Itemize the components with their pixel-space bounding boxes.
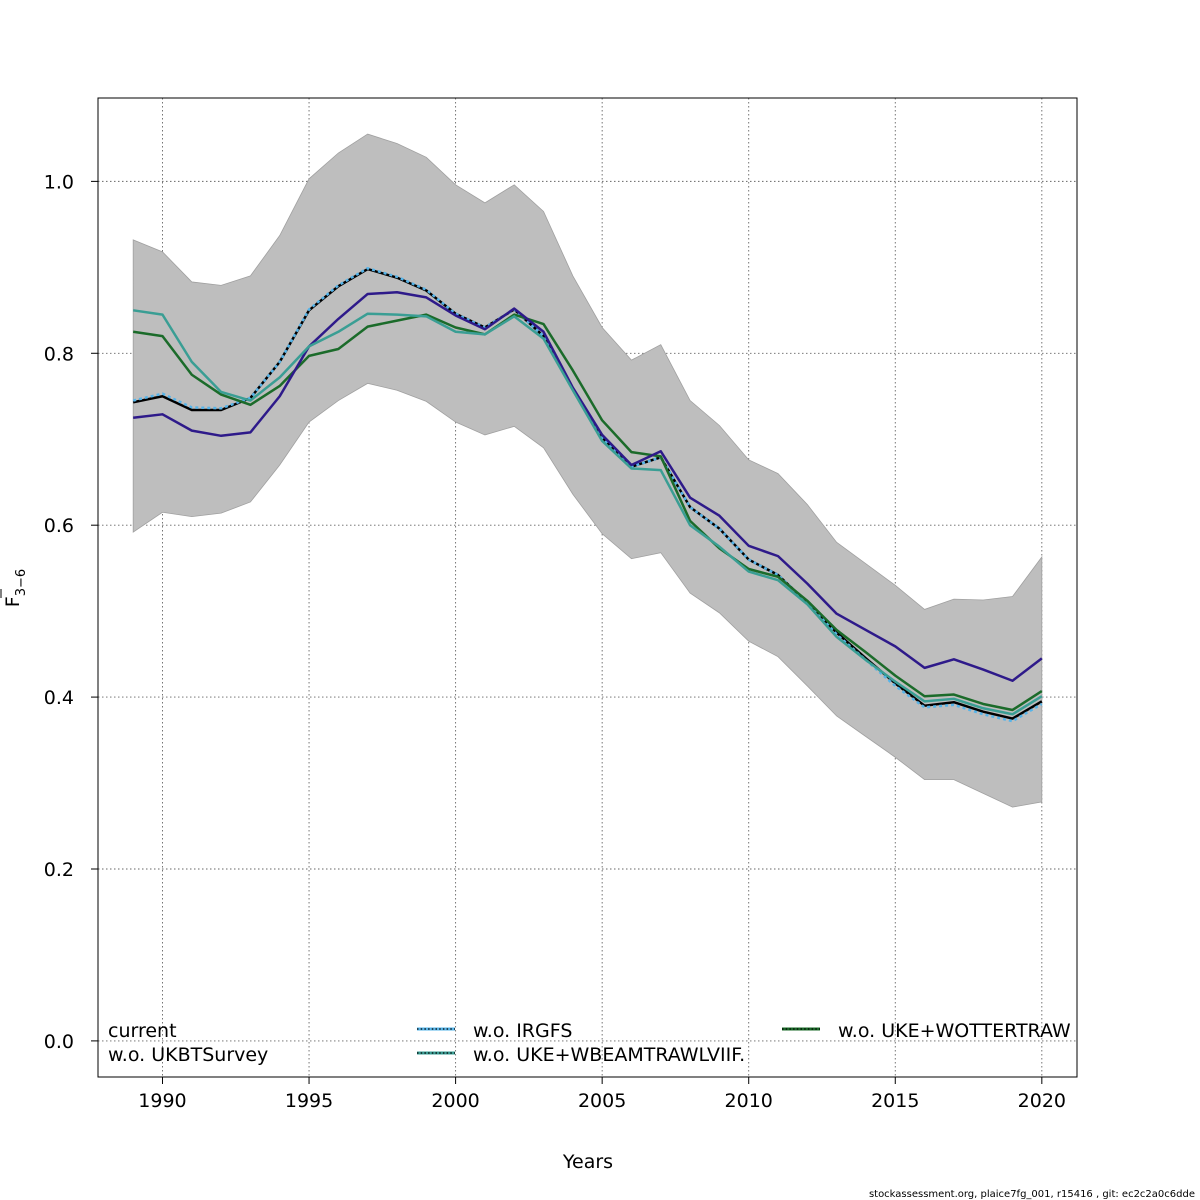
svg-text:F3−6: F3−6 xyxy=(2,569,29,607)
y-axis: 0.0 0.2 0.4 0.6 0.8 1.0 xyxy=(44,171,98,1053)
footer-credit: stockassessment.org, plaice7fg_001, r154… xyxy=(869,1189,1195,1200)
y-axis-title-sub: 3−6 xyxy=(14,569,29,596)
x-tick-label: 2005 xyxy=(578,1090,626,1112)
grid xyxy=(98,98,1077,1077)
y-tick-label: 1.0 xyxy=(44,171,74,193)
y-axis-title: F3−6 xyxy=(0,569,29,607)
x-tick-label: 2010 xyxy=(725,1090,773,1112)
legend-label: w.o. IRGFS xyxy=(473,1020,572,1042)
x-tick-label: 2015 xyxy=(871,1090,919,1112)
x-tick-label: 1990 xyxy=(138,1090,186,1112)
x-tick-label: 1995 xyxy=(285,1090,333,1112)
x-tick-label: 2000 xyxy=(431,1090,479,1112)
plot-frame xyxy=(97,97,1078,1078)
legend-label: w.o. UKBTSurvey xyxy=(108,1044,268,1066)
y-tick-label: 0.4 xyxy=(44,687,74,709)
x-tick-label: 2020 xyxy=(1018,1090,1066,1112)
legend-label: w.o. UKE+WOTTERTRAW xyxy=(838,1020,1071,1042)
confidence-band-layer xyxy=(132,133,1043,808)
series-line-1 xyxy=(132,266,1043,723)
x-axis: 1990 1995 2000 2005 2010 2015 2020 xyxy=(138,1077,1066,1112)
y-axis-title-main: F xyxy=(2,596,24,607)
y-tick-label: 0.6 xyxy=(44,515,74,537)
y-tick-label: 0.2 xyxy=(44,859,74,881)
series-line-2 xyxy=(132,313,1043,712)
series-line-4 xyxy=(132,309,1043,716)
x-axis-title: Years xyxy=(562,1151,613,1173)
y-tick-label: 0.8 xyxy=(44,343,74,365)
legend-label: current xyxy=(108,1020,177,1042)
confidence-band xyxy=(132,133,1043,808)
legend-label: w.o. UKE+WBEAMTRAWLVIIF. xyxy=(473,1044,745,1066)
series-layer xyxy=(132,266,1043,723)
y-tick-label: 0.0 xyxy=(44,1031,74,1053)
series-line-3 xyxy=(133,291,1043,683)
